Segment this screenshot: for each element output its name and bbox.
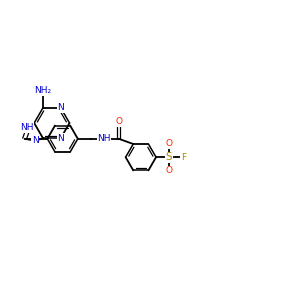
Text: N: N (32, 136, 38, 145)
Text: NH: NH (20, 123, 34, 132)
Text: NH: NH (97, 134, 111, 143)
Text: O: O (115, 117, 122, 126)
Text: O: O (165, 139, 172, 148)
Text: NH₂: NH₂ (34, 86, 52, 95)
Text: F: F (181, 153, 186, 162)
Text: S: S (166, 152, 172, 162)
Text: N: N (57, 134, 64, 143)
Text: O: O (165, 166, 172, 175)
Text: N: N (57, 103, 64, 112)
